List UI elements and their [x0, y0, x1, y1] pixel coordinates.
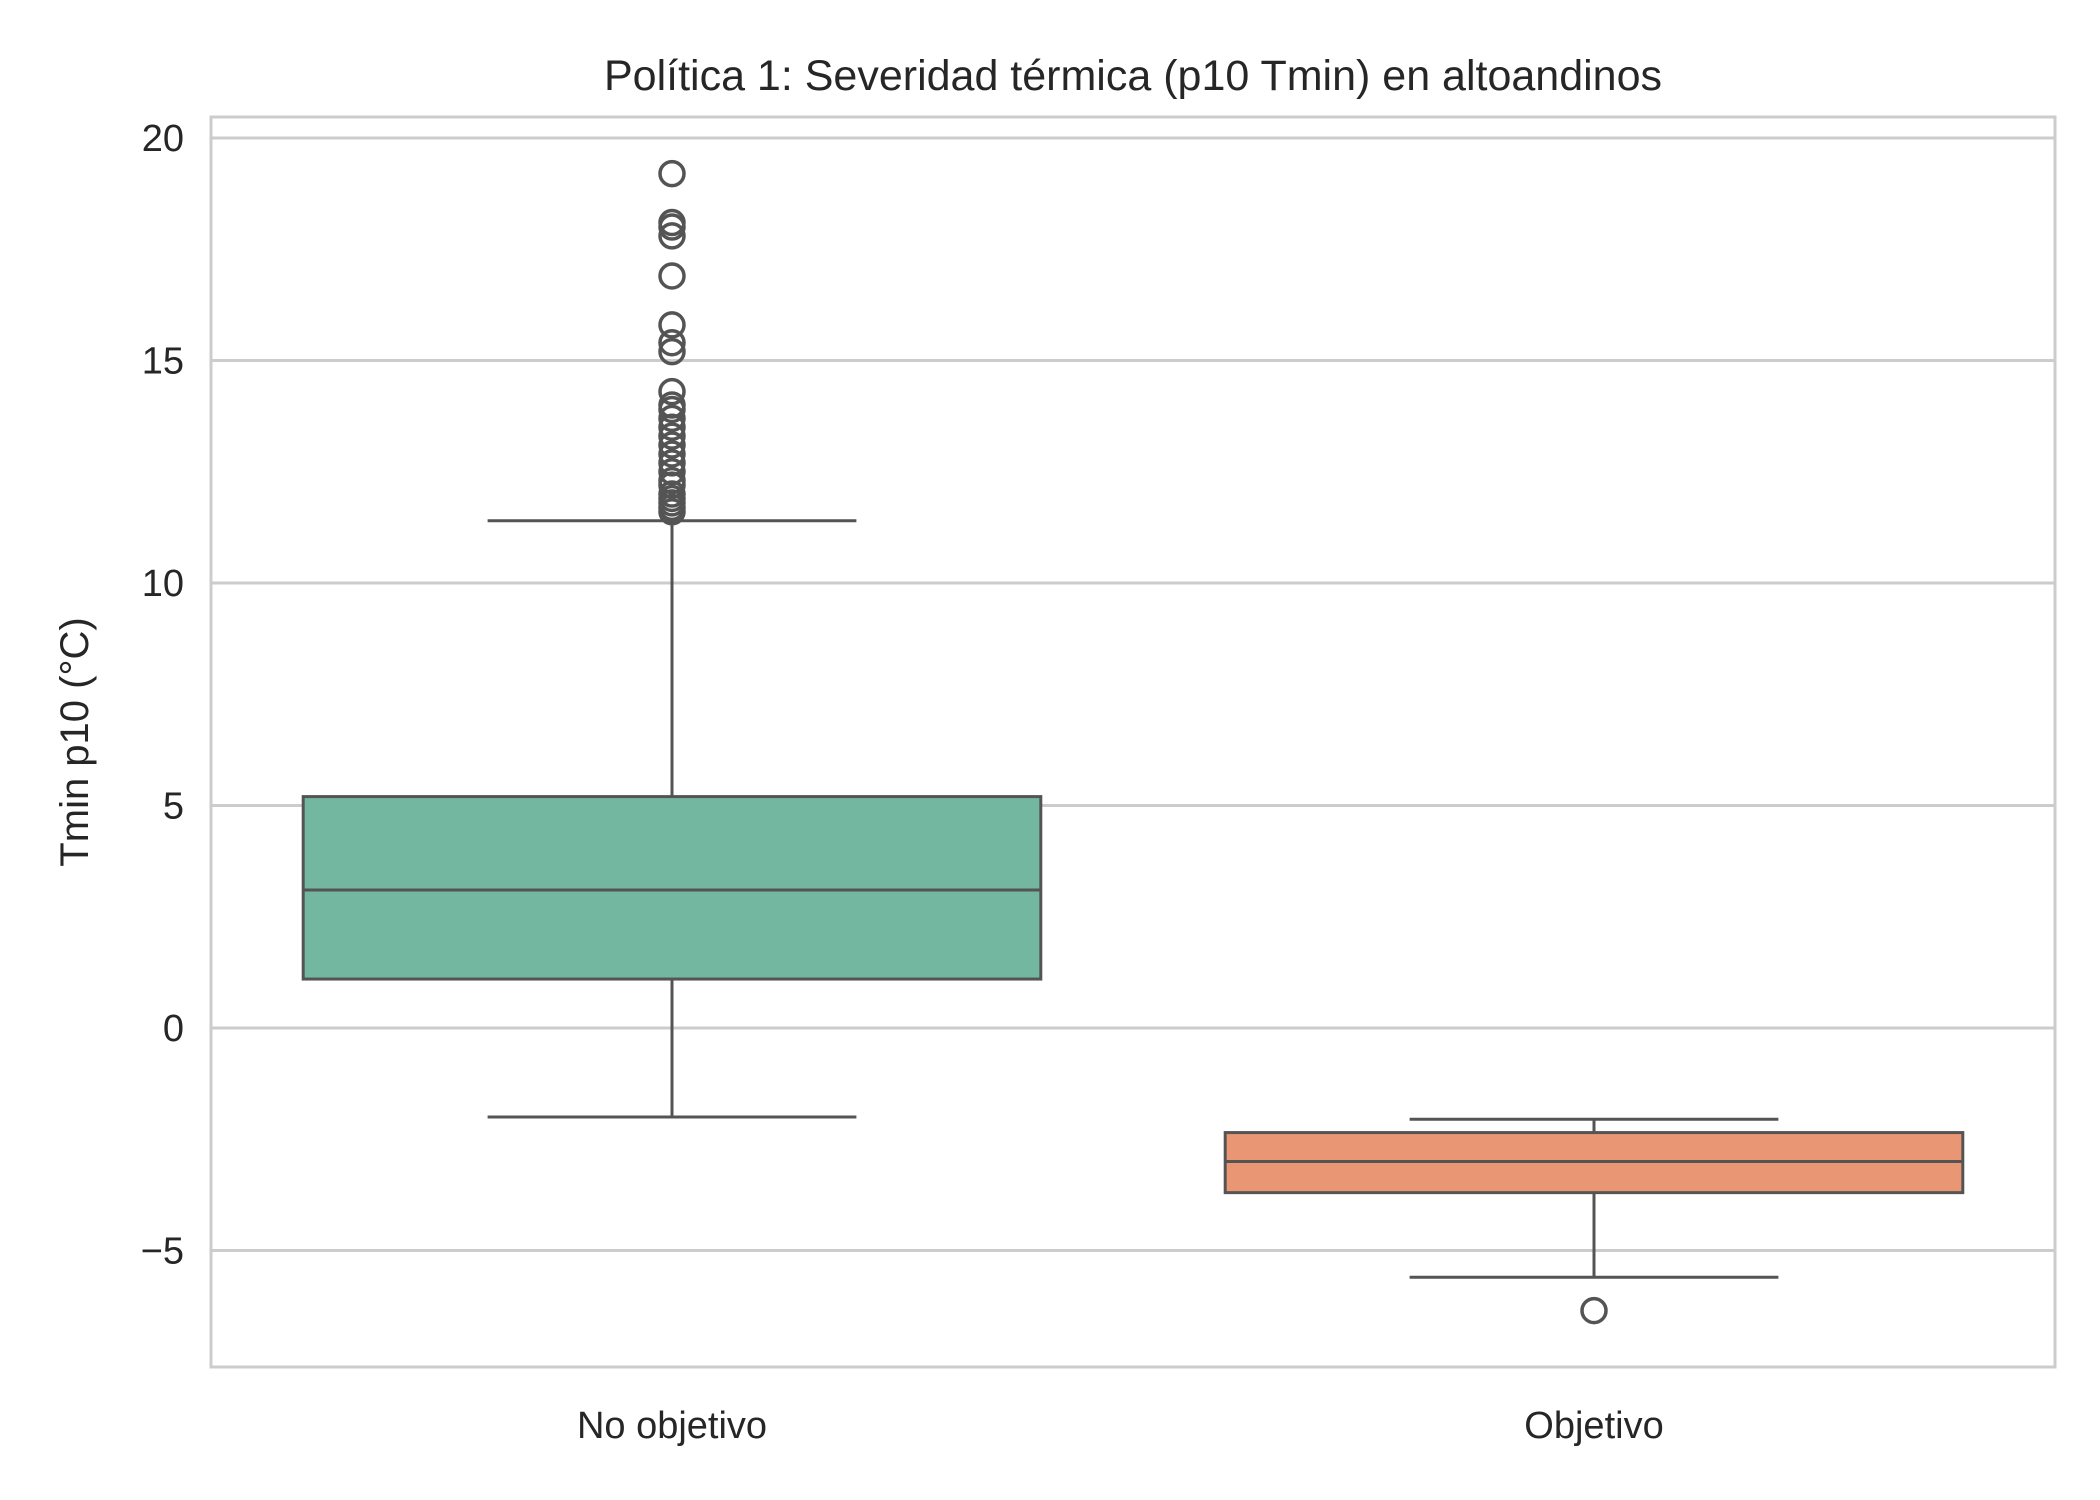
box-iqr — [301, 795, 1043, 981]
x-tick-label: No objetivo — [577, 1405, 767, 1447]
y-tick-label: 20 — [142, 118, 184, 160]
axes-frame — [209, 115, 2057, 1369]
chart-title: Política 1: Severidad térmica (p10 Tmin)… — [604, 52, 1662, 100]
y-tick-label: 5 — [163, 786, 184, 828]
box-group — [1223, 1117, 1965, 1325]
outlier-point — [658, 431, 686, 459]
outlier-point — [658, 422, 686, 450]
outlier-point — [1580, 1296, 1608, 1325]
outlier-point — [658, 413, 686, 441]
x-tick-label: Objetivo — [1524, 1405, 1663, 1447]
outlier-point — [658, 377, 686, 406]
plot-area — [301, 159, 1965, 1325]
outlier-point — [658, 311, 686, 339]
y-tick-label: −5 — [141, 1231, 184, 1273]
outlier-point — [658, 262, 686, 290]
y-axis-ticks: 20 15 10 5 0 −5 — [141, 118, 184, 1273]
y-tick-label: 15 — [142, 341, 184, 383]
outlier-point — [658, 213, 686, 241]
y-axis-label: Tmin p10 (°C) — [53, 617, 97, 866]
x-axis-ticks: No objetivo Objetivo — [577, 1405, 1664, 1447]
y-tick-label: 0 — [163, 1008, 184, 1050]
outlier-point — [658, 328, 686, 357]
box-group — [301, 159, 1043, 1119]
outlier-point — [658, 395, 686, 424]
y-tick-label: 10 — [142, 563, 184, 605]
outlier-point — [658, 337, 686, 366]
outlier-point — [658, 440, 686, 468]
outlier-point — [658, 404, 686, 433]
outlier-point — [658, 222, 686, 250]
grid-lines — [211, 136, 2055, 1252]
outlier-point — [658, 159, 686, 188]
outlier-point — [658, 498, 686, 526]
